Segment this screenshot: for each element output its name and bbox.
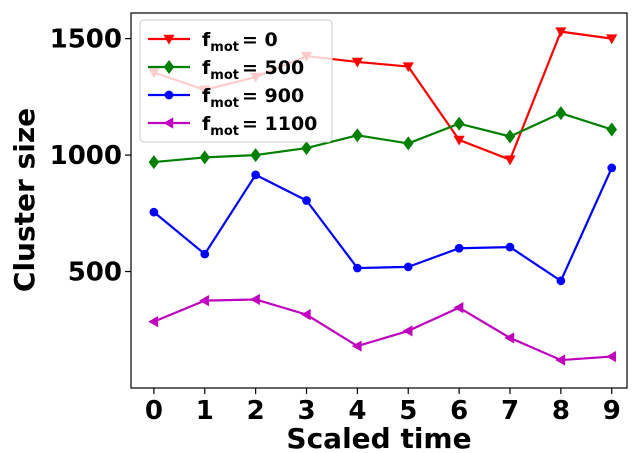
- y-tick-label: 1500: [50, 25, 122, 55]
- series-line: [153, 298, 612, 362]
- legend-marker: [163, 60, 175, 74]
- data-point: [555, 354, 566, 366]
- y-tick-label: 1000: [50, 141, 122, 171]
- data-point: [199, 150, 211, 165]
- data-point: [606, 350, 616, 363]
- x-axis-label: Scaled time: [286, 422, 471, 453]
- legend-marker: [163, 34, 175, 45]
- x-tick-label: 4: [348, 396, 366, 426]
- data-point: [302, 196, 311, 205]
- data-point: [555, 27, 567, 38]
- x-tick-label: 9: [603, 396, 621, 426]
- data-point: [300, 309, 311, 321]
- data-point: [453, 116, 465, 131]
- x-tick-label: 0: [145, 396, 163, 426]
- x-tick-label: 8: [552, 396, 570, 426]
- x-tick-label: 7: [501, 396, 519, 426]
- data-point: [606, 34, 618, 45]
- legend-item: fmot = 1100: [148, 113, 317, 139]
- series-line: [153, 112, 613, 164]
- data-point: [251, 170, 260, 180]
- data-point: [148, 316, 159, 328]
- legend-label: fmot = 1100: [202, 113, 317, 139]
- data-point: [200, 249, 210, 259]
- legend-label: fmot = 900: [202, 85, 304, 111]
- data-point: [453, 302, 464, 314]
- data-point: [556, 276, 566, 286]
- data-point: [504, 129, 516, 144]
- data-point: [199, 295, 209, 307]
- legend-marker: [164, 90, 174, 100]
- data-point: [402, 325, 413, 337]
- data-point: [403, 136, 414, 151]
- data-point: [250, 148, 261, 163]
- series-3: [149, 163, 617, 286]
- data-point: [454, 243, 464, 253]
- data-point: [351, 340, 362, 352]
- data-point: [250, 293, 260, 306]
- series-line: [153, 167, 613, 282]
- data-point: [301, 141, 312, 156]
- x-tick-label: 6: [450, 396, 468, 426]
- x-tick-label: 2: [247, 396, 265, 426]
- x-tick-label: 5: [399, 396, 417, 426]
- data-point: [504, 155, 516, 166]
- y-axis-label: Cluster size: [8, 108, 41, 292]
- series-4: [148, 293, 616, 366]
- y-tick-label: 500: [68, 258, 122, 288]
- data-point: [351, 57, 363, 68]
- data-point: [504, 332, 515, 344]
- legend-item: fmot = 0: [148, 29, 278, 55]
- y-axis: 500 1000 1500: [50, 25, 131, 288]
- data-point: [352, 128, 363, 143]
- data-point: [149, 207, 159, 217]
- data-point: [148, 155, 160, 170]
- x-tick-label: 1: [196, 396, 214, 426]
- data-point: [607, 163, 617, 173]
- legend-box: [139, 19, 333, 143]
- data-point: [353, 263, 362, 273]
- legend-label: fmot = 500: [202, 57, 304, 83]
- legend-label: fmot = 0: [202, 29, 278, 55]
- data-point: [606, 122, 617, 137]
- legend-marker: [163, 117, 174, 129]
- x-tick-label: 3: [297, 396, 315, 426]
- data-point: [555, 106, 567, 121]
- x-axis: 0 1 2 3 4 5 6 7 8 9: [145, 388, 621, 426]
- plot-frame: [130, 12, 628, 389]
- legend-item: fmot = 900: [148, 85, 304, 111]
- series-2: [148, 106, 617, 170]
- data-point: [453, 135, 465, 146]
- data-point: [402, 62, 414, 73]
- data-point: [505, 242, 515, 252]
- legend-item: fmot = 500: [148, 57, 304, 83]
- data-point: [403, 262, 413, 272]
